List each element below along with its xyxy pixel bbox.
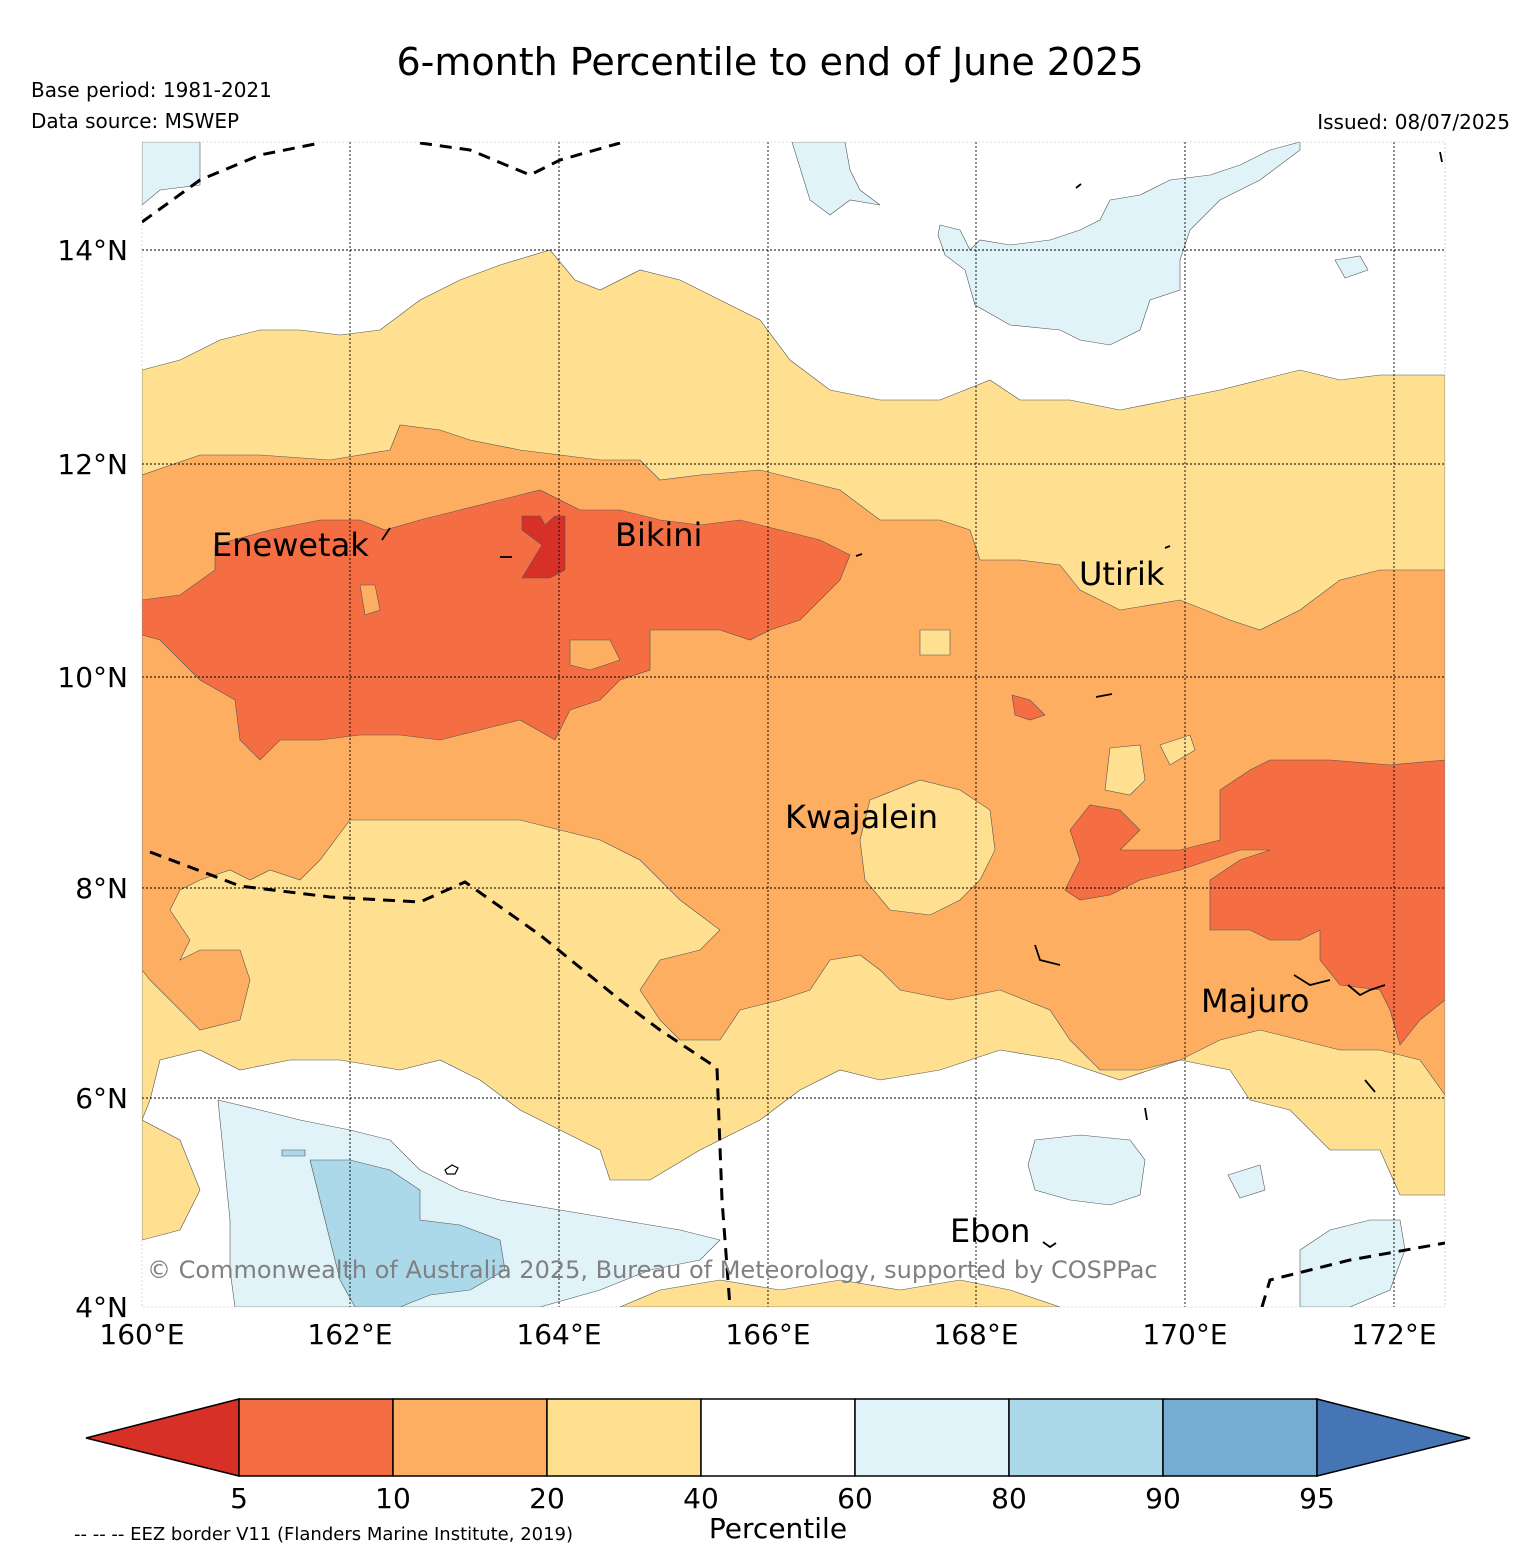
place-ebon: Ebon xyxy=(950,1212,1030,1250)
base-period: Base period: 1981-2021 xyxy=(31,78,272,102)
colorbar-above-95 xyxy=(1316,1398,1471,1477)
lat-label-4: 4°N xyxy=(75,1291,128,1324)
place-bikini: Bikini xyxy=(615,516,702,554)
graticule xyxy=(142,142,1445,1307)
lat-label-6: 6°N xyxy=(75,1082,128,1115)
colorbar-tick-5: 5 xyxy=(230,1482,248,1515)
colorbar-10-20 xyxy=(392,1398,548,1477)
lon-label-164: 164°E xyxy=(516,1318,601,1351)
place-utirik: Utirik xyxy=(1079,555,1165,593)
colorbar-tick-20: 20 xyxy=(529,1482,565,1515)
colorbar-60-80 xyxy=(854,1398,1010,1477)
lon-label-162: 162°E xyxy=(307,1318,392,1351)
issued-date: Issued: 08/07/2025 xyxy=(1317,110,1510,134)
colorbar-tick-60: 60 xyxy=(837,1482,873,1515)
data-source: Data source: MSWEP xyxy=(31,109,240,133)
place-enewetak: Enewetak xyxy=(212,526,369,564)
band-5-10-east xyxy=(1064,759,1445,1046)
lat-label-14: 14°N xyxy=(57,234,128,267)
place-kwajalein: Kwajalein xyxy=(785,798,938,836)
lat-label-10: 10°N xyxy=(57,661,128,694)
lon-label-168: 168°E xyxy=(933,1318,1018,1351)
percentile-field xyxy=(142,142,1445,1307)
lat-label-12: 12°N xyxy=(57,448,128,481)
lon-label-166: 166°E xyxy=(725,1318,810,1351)
map-title: 6-month Percentile to end of June 2025 xyxy=(396,40,1144,84)
colorbar-tick-10: 10 xyxy=(375,1482,411,1515)
colorbar-tick-95: 95 xyxy=(1299,1482,1335,1515)
colorbar-tick-90: 90 xyxy=(1145,1482,1181,1515)
lon-label-170: 170°E xyxy=(1142,1318,1227,1351)
band-80-90 xyxy=(309,1159,506,1307)
eez-border xyxy=(142,142,1445,1307)
colorbar xyxy=(85,1398,1471,1477)
band-below-5 xyxy=(521,515,566,579)
lat-label-8: 8°N xyxy=(75,872,128,905)
colorbar-tick-40: 40 xyxy=(683,1482,719,1515)
colorbar-40-60 xyxy=(700,1398,856,1477)
eez-note: -- -- -- EEZ border V11 (Flanders Marine… xyxy=(74,1524,573,1545)
lon-label-172: 172°E xyxy=(1351,1318,1436,1351)
band-60-80-north xyxy=(937,142,1301,346)
colorbar-90-95 xyxy=(1162,1398,1318,1477)
colorbar-5-10 xyxy=(238,1398,394,1477)
place-majuro: Majuro xyxy=(1201,982,1309,1020)
atoll-outlines xyxy=(381,151,1443,1249)
colorbar-20-40 xyxy=(546,1398,702,1477)
colorbar-80-90 xyxy=(1008,1398,1164,1477)
band-5-10-west xyxy=(142,489,851,761)
lon-label-160: 160°E xyxy=(99,1318,184,1351)
colorbar-label: Percentile xyxy=(709,1512,847,1545)
colorbar-tick-80: 80 xyxy=(991,1482,1027,1515)
copyright-watermark: © Commonwealth of Australia 2025, Bureau… xyxy=(147,1256,1158,1284)
colorbar-below-5 xyxy=(85,1398,240,1477)
